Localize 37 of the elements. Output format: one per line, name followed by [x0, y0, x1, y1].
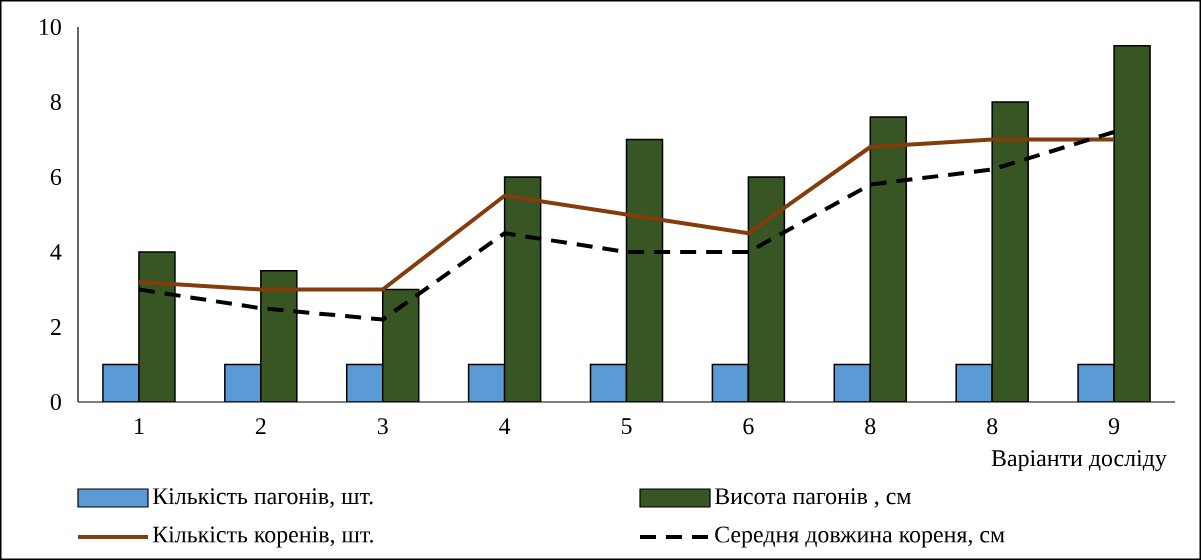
x-tick-label: 6: [743, 418, 754, 435]
bar: [381, 288, 420, 402]
bar: [955, 363, 993, 402]
bar: [224, 363, 262, 402]
x-tick-label: 1: [135, 418, 144, 434]
y-tick-label: 0: [50, 393, 61, 411]
bar: [625, 138, 664, 402]
bar: [1077, 363, 1115, 402]
x-tick-label: 9: [1108, 418, 1120, 435]
legend-label: Висота пагонів , см: [714, 488, 911, 508]
bar: [747, 176, 786, 402]
y-tick-label: 6: [50, 168, 62, 186]
y-tick-label: 2: [50, 319, 61, 335]
y-tick-label: 10: [40, 18, 61, 36]
bar: [589, 363, 628, 402]
legend-label: Середня довжина кореня, см: [715, 526, 1005, 548]
legend-label: Кількість пагонів, шт.: [152, 488, 373, 508]
legend-label: Кількість коренів, шт.: [152, 526, 373, 548]
bar: [1113, 45, 1151, 402]
bar: [345, 363, 384, 402]
x-tick-label: 8: [865, 418, 876, 435]
bar: [833, 363, 872, 402]
bar: [102, 363, 140, 402]
bar: [869, 116, 908, 402]
x-tick-label: 8: [987, 418, 998, 435]
x-tick-label: 5: [621, 418, 632, 435]
x-tick-label: 3: [377, 418, 388, 435]
bar: [711, 363, 750, 402]
bar: [467, 363, 506, 402]
y-tick-label: 4: [50, 244, 62, 260]
line-series: [136, 137, 1117, 292]
y-tick-label: 8: [50, 93, 61, 111]
bar: [503, 176, 542, 402]
x-tick-label: 4: [499, 418, 511, 434]
bar: [991, 101, 1029, 402]
x-axis-title: Варіанти досліду: [991, 450, 1167, 472]
x-tick-label: 2: [255, 418, 266, 434]
